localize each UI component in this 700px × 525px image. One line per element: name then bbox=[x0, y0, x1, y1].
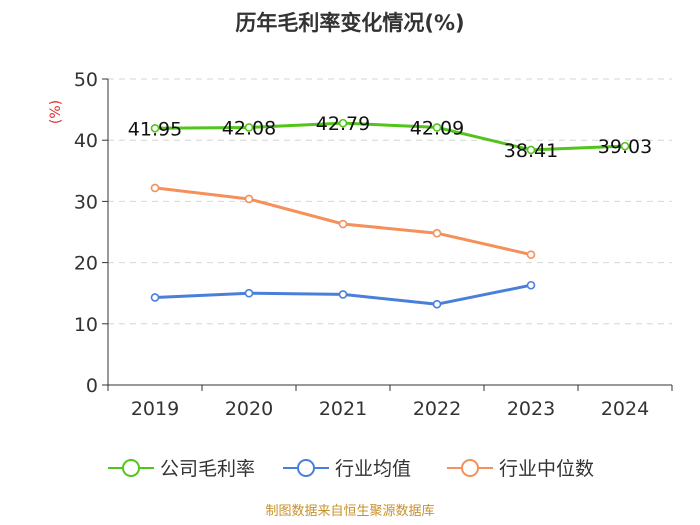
data-source-note: 制图数据来自恒生聚源数据库 bbox=[265, 503, 434, 519]
y-tick-label: 0 bbox=[86, 375, 98, 397]
data-point bbox=[150, 183, 160, 193]
data-label: 41.95 bbox=[128, 118, 182, 140]
data-point bbox=[244, 123, 254, 132]
data-point bbox=[526, 145, 536, 155]
x-tick-label: 2024 bbox=[601, 398, 649, 420]
data-point bbox=[338, 118, 348, 128]
data-point bbox=[432, 299, 442, 309]
y-axis-label: (%) bbox=[48, 100, 64, 124]
legend-label: 行业中位数 bbox=[499, 458, 594, 480]
x-tick-label: 2019 bbox=[131, 398, 179, 420]
data-point bbox=[150, 293, 160, 302]
x-tick-label: 2023 bbox=[507, 398, 555, 420]
data-point bbox=[526, 250, 536, 259]
data-label: 38.41 bbox=[504, 140, 558, 162]
data-point bbox=[526, 280, 536, 290]
data-label: 42.79 bbox=[316, 113, 370, 135]
x-tick-label: 2022 bbox=[413, 398, 461, 420]
y-tick-label: 20 bbox=[74, 253, 98, 275]
chart-title: 历年毛利率变化情况(%) bbox=[235, 11, 464, 35]
data-label: 42.09 bbox=[410, 117, 464, 139]
data-point bbox=[620, 141, 630, 151]
y-tick-label: 30 bbox=[74, 191, 98, 213]
data-point bbox=[338, 290, 348, 299]
legend-label: 行业均值 bbox=[335, 458, 411, 480]
legend-label: 公司毛利率 bbox=[160, 458, 255, 480]
series-line bbox=[154, 121, 626, 152]
data-point bbox=[338, 219, 348, 229]
x-tick-label: 2020 bbox=[225, 398, 273, 420]
data-point bbox=[432, 228, 442, 238]
data-label: 42.08 bbox=[222, 117, 276, 139]
data-point bbox=[244, 194, 254, 204]
data-point bbox=[432, 123, 442, 132]
x-tick-label: 2021 bbox=[319, 398, 367, 420]
data-point bbox=[150, 123, 160, 133]
y-tick-label: 50 bbox=[74, 69, 98, 91]
data-label: 39.03 bbox=[598, 136, 652, 158]
legend-marker bbox=[122, 459, 140, 477]
legend-marker bbox=[461, 459, 479, 477]
y-tick-label: 10 bbox=[74, 314, 98, 336]
legend-marker bbox=[297, 459, 315, 477]
y-tick-label: 40 bbox=[74, 130, 98, 152]
data-point bbox=[244, 288, 254, 298]
